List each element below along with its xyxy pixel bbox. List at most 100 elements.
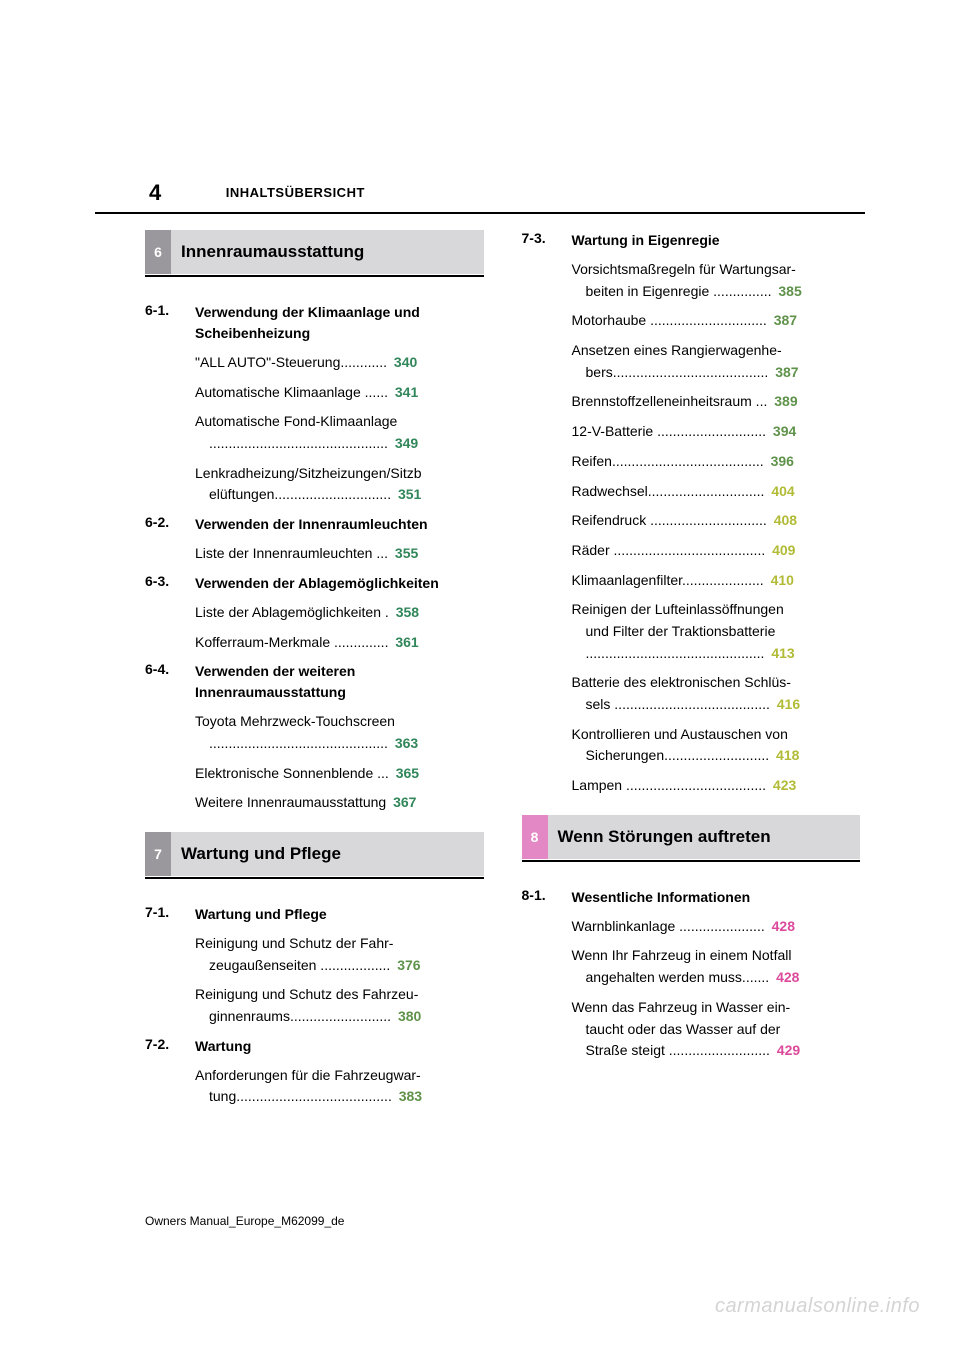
toc-text: tung....................................… <box>209 1088 392 1104</box>
chapter-8-box: 8 Wenn Störungen auftreten <box>522 815 861 859</box>
toc-text: Motorhaube .............................… <box>572 312 767 328</box>
toc-page: 340 <box>394 354 417 370</box>
toc-text: Reifen..................................… <box>572 453 764 469</box>
toc-page: 361 <box>395 634 418 650</box>
toc-page: 418 <box>776 747 799 763</box>
toc-page: 410 <box>771 572 794 588</box>
toc-page: 349 <box>395 435 418 451</box>
section-6-2-head: 6-2. Verwenden der Innenraumleuchten <box>145 514 484 535</box>
toc-page: 341 <box>395 384 418 400</box>
toc-text: Klimaanlagenfilter..................... <box>572 572 764 588</box>
toc-text: ........................................… <box>586 645 765 661</box>
toc-text: 12-V-Batterie ..........................… <box>572 423 767 439</box>
section-number: 7-1. <box>145 904 195 925</box>
toc-entry: Liste der Innenraumleuchten ... 355 <box>195 543 484 565</box>
footer-left: Owners Manual_Europe_M62099_de <box>145 1214 344 1228</box>
toc-text: Kontrollieren und Austauschen von <box>572 726 788 742</box>
toc-page: 351 <box>398 486 421 502</box>
toc-text: zeugaußenseiten .................. <box>209 957 390 973</box>
section-title: Verwenden der weiteren Innenraumausstatt… <box>195 661 484 703</box>
toc-entry: Reifen..................................… <box>572 451 861 473</box>
toc-text: Reinigung und Schutz des Fahrzeu- <box>195 986 418 1002</box>
chapter-rule <box>145 275 484 277</box>
toc-page: 355 <box>395 545 418 561</box>
toc-page: 358 <box>396 604 419 620</box>
toc-entry: Vorsichtsmaßregeln für Wartungsar- beite… <box>572 259 861 302</box>
section-number: 6-2. <box>145 514 195 535</box>
toc-entry: Anforderungen für die Fahrzeugwar- tung.… <box>195 1065 484 1108</box>
toc-text: Lampen .................................… <box>572 777 767 793</box>
toc-entry: "ALL AUTO"-Steuerung............ 340 <box>195 352 484 374</box>
toc-text: Kofferraum-Merkmale .............. <box>195 634 388 650</box>
toc-entry: Lampen .................................… <box>572 775 861 797</box>
toc-text: ginnenraums.......................... <box>209 1008 391 1024</box>
toc-entry: Motorhaube .............................… <box>572 310 861 332</box>
chapter-6-number: 6 <box>145 230 171 274</box>
header-row: 4 INHALTSÜBERSICHT <box>0 180 960 206</box>
chapter-rule <box>145 877 484 879</box>
toc-text: Räder ..................................… <box>572 542 766 558</box>
toc-entry: Klimaanlagenfilter..................... … <box>572 570 861 592</box>
section-title: Wartung <box>195 1036 251 1057</box>
section-title: Wartung und Pflege <box>195 904 327 925</box>
chapter-7-number: 7 <box>145 832 171 876</box>
toc-page: 380 <box>398 1008 421 1024</box>
toc-text: Liste der Innenraumleuchten ... <box>195 545 388 561</box>
toc-text: taucht oder das Wasser auf der <box>586 1021 781 1037</box>
toc-entry: Reinigung und Schutz des Fahrzeu- ginnen… <box>195 984 484 1027</box>
toc-text: Wenn das Fahrzeug in Wasser ein- <box>572 999 791 1015</box>
toc-entry: Automatische Fond-Klimaanlage ..........… <box>195 411 484 454</box>
toc-entry: 12-V-Batterie ..........................… <box>572 421 861 443</box>
toc-entry: Reinigen der Lufteinlassöffnungen und Fi… <box>572 599 861 664</box>
section-6-3-head: 6-3. Verwenden der Ablagemöglichkeiten <box>145 573 484 594</box>
toc-entry: Toyota Mehrzweck-Touchscreen ...........… <box>195 711 484 754</box>
header-rule <box>95 212 865 214</box>
section-number: 6-4. <box>145 661 195 703</box>
footer-right-watermark: carmanualsonline.info <box>715 1295 920 1318</box>
toc-entry: Kontrollieren und Austauschen von Sicher… <box>572 724 861 767</box>
toc-text: Ansetzen eines Rangierwagenhe- <box>572 342 782 358</box>
section-number: 7-2. <box>145 1036 195 1057</box>
chapter-7-box: 7 Wartung und Pflege <box>145 832 484 876</box>
chapter-8-number: 8 <box>522 815 548 859</box>
toc-page: 423 <box>773 777 796 793</box>
toc-text: beiten in Eigenregie ............... <box>586 283 772 299</box>
toc-entry: Radwechsel..............................… <box>572 481 861 503</box>
toc-text: Vorsichtsmaßregeln für Wartungsar- <box>572 261 796 277</box>
toc-text: Reifendruck ............................… <box>572 512 767 528</box>
toc-entry: Ansetzen eines Rangierwagenhe- bers.....… <box>572 340 861 383</box>
toc-page: 385 <box>778 283 801 299</box>
toc-entry: Batterie des elektronischen Schlüs- sels… <box>572 672 861 715</box>
section-7-2-head: 7-2. Wartung <box>145 1036 484 1057</box>
section-number: 6-1. <box>145 302 195 344</box>
section-title: Verwenden der Innenraumleuchten <box>195 514 428 535</box>
toc-entry: Brennstoffzelleneinheitsraum ... 389 <box>572 391 861 413</box>
content-columns: 6 Innenraumausstattung 6-1. Verwendung d… <box>145 230 860 1116</box>
toc-text: Straße steigt .......................... <box>586 1042 770 1058</box>
toc-page: 428 <box>772 918 795 934</box>
toc-page: 383 <box>399 1088 422 1104</box>
toc-text: angehalten werden muss....... <box>586 969 770 985</box>
toc-text: Warnblinkanlage ...................... <box>572 918 765 934</box>
toc-page: 387 <box>774 312 797 328</box>
toc-text: Automatische Fond-Klimaanlage <box>195 413 397 429</box>
toc-text: Sicherungen........................... <box>586 747 770 763</box>
chapter-8-title: Wenn Störungen auftreten <box>548 827 771 847</box>
toc-text: Radwechsel.............................. <box>572 483 765 499</box>
toc-text: Reinigen der Lufteinlassöffnungen <box>572 601 784 617</box>
section-7-1-head: 7-1. Wartung und Pflege <box>145 904 484 925</box>
toc-text: Toyota Mehrzweck-Touchscreen <box>195 713 395 729</box>
toc-text: elüftungen.............................. <box>209 486 391 502</box>
toc-entry: Reinigung und Schutz der Fahr- zeugaußen… <box>195 933 484 976</box>
toc-entry: Wenn Ihr Fahrzeug in einem Notfall angeh… <box>572 945 861 988</box>
toc-entry: Weitere Innenraumausstattung 367 <box>195 792 484 814</box>
left-column: 6 Innenraumausstattung 6-1. Verwendung d… <box>145 230 484 1116</box>
section-7-3-head: 7-3. Wartung in Eigenregie <box>522 230 861 251</box>
toc-page: 396 <box>771 453 794 469</box>
chapter-6-title: Innenraumausstattung <box>171 242 364 262</box>
toc-text: Wenn Ihr Fahrzeug in einem Notfall <box>572 947 792 963</box>
toc-text: "ALL AUTO"-Steuerung............ <box>195 354 387 370</box>
section-number: 8-1. <box>522 887 572 908</box>
toc-page: 429 <box>777 1042 800 1058</box>
toc-text: ........................................… <box>209 435 388 451</box>
